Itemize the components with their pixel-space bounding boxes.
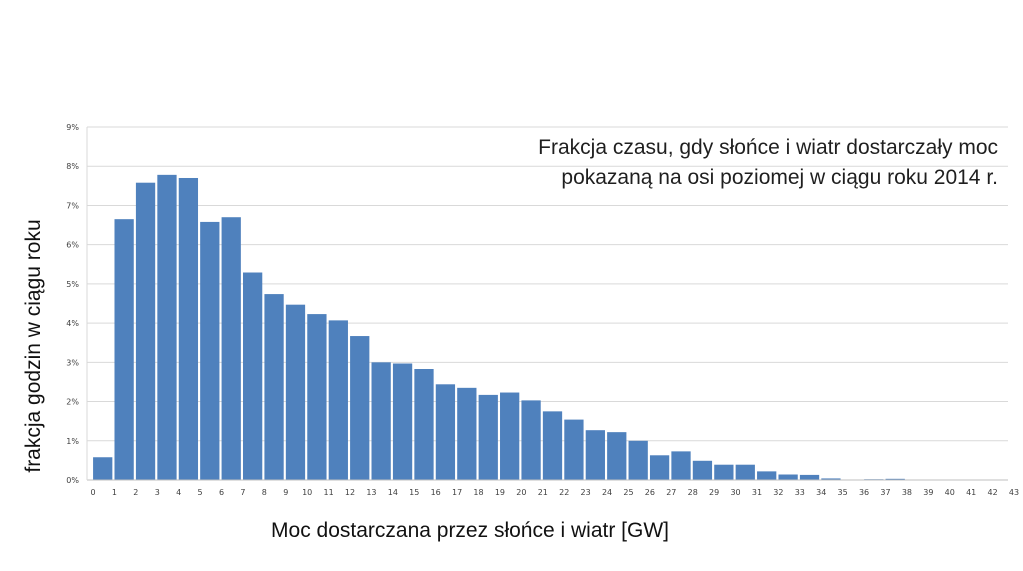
bar: [478, 394, 498, 480]
bar: [221, 217, 241, 480]
bar: [714, 464, 734, 480]
y-tick-label: 7%: [66, 201, 79, 210]
bar: [157, 174, 177, 480]
bar: [264, 294, 284, 480]
x-tick-label: 2: [133, 488, 138, 497]
x-tick-label: 7: [240, 488, 245, 497]
y-tick-label: 3%: [66, 358, 79, 367]
x-tick-label: 5: [198, 488, 203, 497]
bar: [821, 478, 841, 480]
y-tick-label: 2%: [66, 398, 79, 407]
bar: [885, 478, 905, 480]
x-tick-label: 35: [838, 488, 848, 497]
x-tick-label: 39: [923, 488, 933, 497]
x-tick-label: 28: [688, 488, 698, 497]
x-tick-label: 27: [666, 488, 676, 497]
y-tick-label: 1%: [66, 437, 79, 446]
bar: [285, 304, 306, 480]
bar: [178, 177, 199, 481]
bar: [649, 455, 670, 480]
x-tick-label: 11: [324, 488, 334, 497]
bar: [735, 464, 755, 480]
y-tick-label: 6%: [66, 241, 79, 250]
y-tick-label: 8%: [66, 162, 79, 171]
bar: [371, 362, 391, 480]
x-tick-label: 34: [816, 488, 826, 497]
x-tick-label: 15: [409, 488, 419, 497]
x-tick-labels: 0 1 2 3 4 5 6 7 8 9 10 11 12 13 14 15 16 17 18 19 20 21 22 23 24…: [90, 488, 1019, 497]
bars: [93, 174, 927, 481]
bar: [414, 369, 434, 480]
x-tick-label: 42: [987, 488, 997, 497]
bar: [435, 384, 456, 480]
x-tick-label: 40: [945, 488, 955, 497]
bar: [564, 419, 584, 480]
chart-title-line1: Frakcja czasu, gdy słońce i wiatr dostar…: [538, 136, 998, 159]
y-axis-title: frakcja godzin w ciągu roku: [22, 219, 45, 472]
y-tick-labels: 0% 1% 2% 3% 4% 5% 6% 7% 8% 9%: [66, 123, 79, 485]
bar: [521, 400, 541, 480]
chart-title-line2: pokazaną na osi poziomej w ciągu roku 20…: [561, 166, 998, 189]
x-tick-label: 23: [581, 488, 591, 497]
bar: [243, 272, 263, 480]
x-tick-label: 36: [859, 488, 869, 497]
x-tick-label: 0: [90, 488, 95, 497]
bar: [542, 411, 563, 480]
y-tick-label: 5%: [66, 280, 79, 289]
y-tick-label: 4%: [66, 319, 79, 328]
bar: [307, 314, 327, 480]
bar: [607, 432, 627, 480]
x-tick-label: 19: [495, 488, 505, 497]
x-tick-label: 4: [176, 488, 181, 497]
x-tick-label: 37: [880, 488, 890, 497]
bar: [350, 336, 370, 480]
x-tick-label: 3: [155, 488, 160, 497]
x-tick-label: 8: [262, 488, 267, 497]
x-tick-label: 33: [795, 488, 805, 497]
bar: [114, 219, 134, 481]
bar: [500, 392, 520, 480]
x-tick-label: 32: [773, 488, 783, 497]
bar: [778, 474, 798, 480]
x-tick-label: 25: [623, 488, 633, 497]
bar: [799, 474, 820, 480]
x-tick-label: 10: [302, 488, 312, 497]
bar: [93, 457, 113, 480]
x-tick-label: 30: [730, 488, 740, 497]
x-tick-label: 6: [219, 488, 224, 497]
x-tick-label: 31: [752, 488, 762, 497]
x-tick-label: 18: [473, 488, 483, 497]
x-tick-label: 43: [1009, 488, 1019, 497]
bar: [757, 471, 777, 480]
y-tick-label: 9%: [66, 123, 79, 132]
x-tick-label: 21: [538, 488, 548, 497]
bar: [628, 440, 648, 480]
x-tick-label: 12: [345, 488, 355, 497]
y-tick-label: 0%: [66, 476, 79, 485]
x-tick-label: 29: [709, 488, 719, 497]
x-tick-label: 20: [516, 488, 526, 497]
x-tick-label: 38: [902, 488, 912, 497]
bar: [392, 363, 413, 480]
x-tick-label: 17: [452, 488, 462, 497]
x-tick-label: 1: [112, 488, 117, 497]
bar: [135, 182, 156, 480]
x-tick-label: 14: [388, 488, 398, 497]
bar: [200, 221, 220, 481]
bar: [328, 320, 348, 480]
x-tick-label: 41: [966, 488, 976, 497]
bar: [671, 451, 691, 480]
x-tick-label: 22: [559, 488, 569, 497]
x-axis-title: Moc dostarczana przez słońce i wiatr [GW…: [271, 519, 669, 542]
x-tick-label: 24: [602, 488, 612, 497]
bar: [457, 387, 477, 480]
bar: [692, 460, 713, 480]
x-tick-label: 13: [366, 488, 376, 497]
bar: [585, 430, 605, 480]
x-tick-label: 9: [283, 488, 288, 497]
x-tick-label: 26: [645, 488, 655, 497]
x-tick-label: 16: [431, 488, 441, 497]
